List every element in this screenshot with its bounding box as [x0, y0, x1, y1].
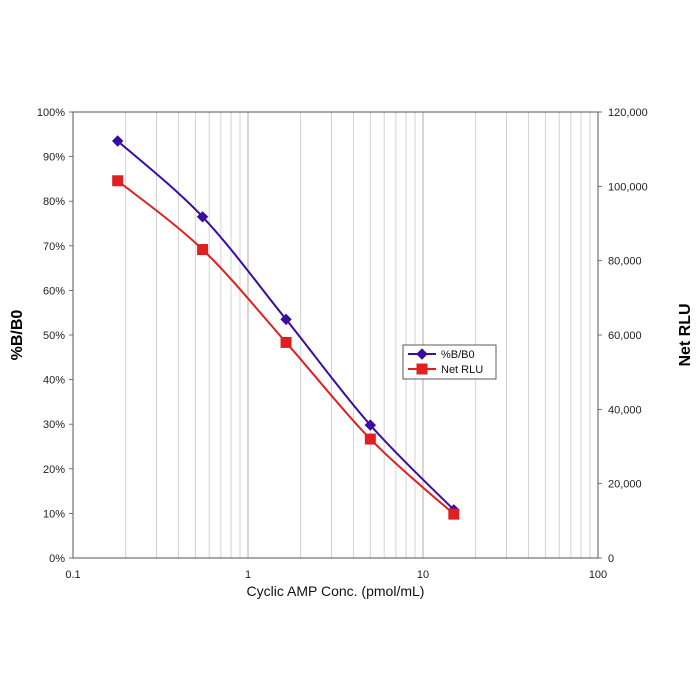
- y-axis-title: %B/B0: [9, 310, 26, 361]
- tick-labels: 0.1 1 10 100 0% 10% 20% 30% 40% 50% 60% 70% 80% 90% 10…: [37, 107, 648, 581]
- legend: %B/B0 Net RLU: [402, 344, 497, 380]
- y2-tick-label: 20,000: [608, 479, 642, 491]
- y-tick-label: 0%: [49, 553, 65, 565]
- y-tick-label: 90%: [43, 152, 65, 164]
- legend-item: Net RLU: [408, 363, 483, 376]
- data-point-diamond: [280, 313, 292, 326]
- legend-label: Net RLU: [441, 364, 483, 376]
- legend-marker: [416, 363, 428, 375]
- x-tick-label: 0.1: [65, 569, 80, 581]
- data-point-square: [448, 508, 460, 520]
- x-axis-title: Cyclic AMP Conc. (pmol/mL): [247, 583, 425, 599]
- y-tick-label: 50%: [43, 330, 65, 342]
- y2-tick-label: 80,000: [608, 256, 642, 268]
- legend-marker: [416, 348, 428, 360]
- data-point-diamond: [196, 211, 209, 223]
- data-point-square: [197, 244, 209, 256]
- x-tick-label: 100: [589, 569, 607, 581]
- data-point-diamond: [364, 419, 377, 431]
- y2-tick-label: 40,000: [608, 404, 642, 416]
- legend-label: %B/B0: [441, 349, 475, 361]
- y2-axis-title: Net RLU: [677, 303, 694, 366]
- data-point-square: [364, 433, 376, 445]
- y-tick-label: 30%: [43, 419, 65, 431]
- x-tick-label: 1: [245, 569, 251, 581]
- series-line: [117, 140, 455, 511]
- legend-box: [402, 344, 497, 380]
- y-tick-label: 100%: [37, 107, 65, 119]
- y2-tick-label: 60,000: [608, 330, 642, 342]
- grid: [125, 112, 591, 558]
- y-tick-label: 40%: [43, 375, 65, 387]
- y-tick-label: 70%: [43, 241, 65, 253]
- series--b-b0: [111, 135, 460, 516]
- y-tick-label: 10%: [43, 508, 65, 520]
- y2-tick-label: 0: [608, 553, 614, 565]
- x-tick-label: 10: [417, 569, 429, 581]
- plot-area: [72, 111, 599, 559]
- series: [111, 135, 460, 520]
- y2-tick-label: 100,000: [608, 181, 648, 193]
- data-point-square: [112, 175, 124, 187]
- legend-item: %B/B0: [408, 348, 475, 361]
- y2-tick-label: 120,000: [608, 107, 648, 119]
- y-tick-label: 20%: [43, 464, 65, 476]
- data-point-diamond: [111, 135, 124, 147]
- y-tick-label: 60%: [43, 285, 65, 297]
- y-tick-label: 80%: [43, 196, 65, 208]
- data-point-square: [280, 336, 292, 348]
- series-net-rlu: [112, 175, 460, 520]
